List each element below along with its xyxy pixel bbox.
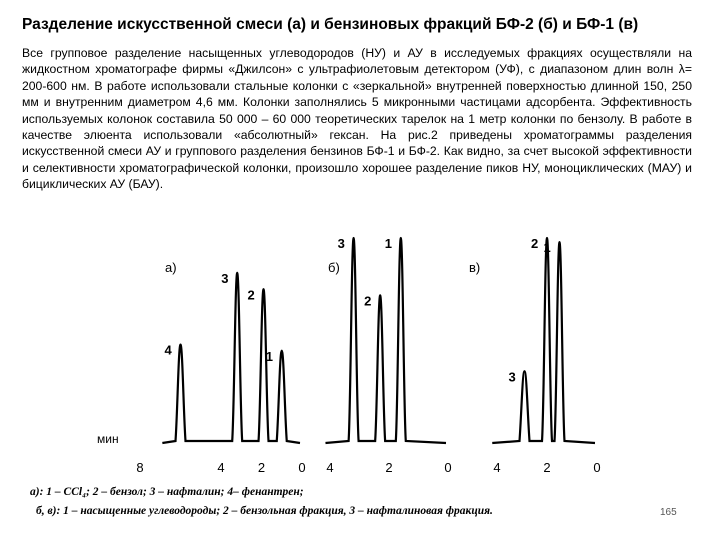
panel-label: в): [469, 260, 480, 275]
peak-label: 1: [266, 349, 273, 364]
x-tick-label: 2: [543, 460, 550, 475]
slide-title: Разделение искусственной смеси (а) и бен…: [22, 16, 639, 33]
peak-label: 3: [509, 369, 516, 384]
peak-label: 1: [544, 240, 551, 255]
x-tick-label: 4: [326, 460, 333, 475]
x-tick-label: 8: [136, 460, 143, 475]
peak-label: 3: [221, 271, 228, 286]
x-tick-label: 0: [593, 460, 600, 475]
panel-label: а): [165, 260, 177, 275]
peak-label: 2: [364, 293, 371, 308]
peak-label: 2: [531, 236, 538, 251]
axis-unit-label: мин: [97, 432, 119, 446]
peak-label: 4: [165, 343, 173, 358]
body-paragraph: Все групповое разделение насыщенных угле…: [22, 46, 692, 192]
figure-caption-b: б, в): 1 – насыщенные углеводороды; 2 – …: [36, 505, 493, 517]
peak-label: 1: [385, 236, 392, 251]
x-tick-label: 4: [493, 460, 500, 475]
x-tick-label: 0: [298, 460, 305, 475]
chromatogram-3: 32 1в)4 2 0: [469, 236, 601, 475]
page-number: 165: [660, 507, 677, 518]
panel-label: б): [328, 260, 340, 275]
x-tick-label: 4: [217, 460, 224, 475]
peak-label: 2: [248, 287, 255, 302]
chromatogram-trace: [492, 236, 596, 445]
chromatogram-2: 3 2 1 б) 4 2 0: [325, 236, 452, 475]
x-tick-label: 2: [258, 460, 265, 475]
figure-caption-a: а): 1 – CCl₄; 2 – бензол; 3 – нафталин; …: [30, 486, 304, 498]
chromatogram-1: 4 3 2 1 а) 8 4 2 0: [136, 260, 305, 475]
peak-label: 3: [338, 236, 345, 251]
chromatogram-trace: [325, 236, 447, 445]
x-tick-label: 0: [444, 460, 451, 475]
x-tick-label: 2: [385, 460, 392, 475]
chromatogram-trace: [162, 271, 301, 445]
